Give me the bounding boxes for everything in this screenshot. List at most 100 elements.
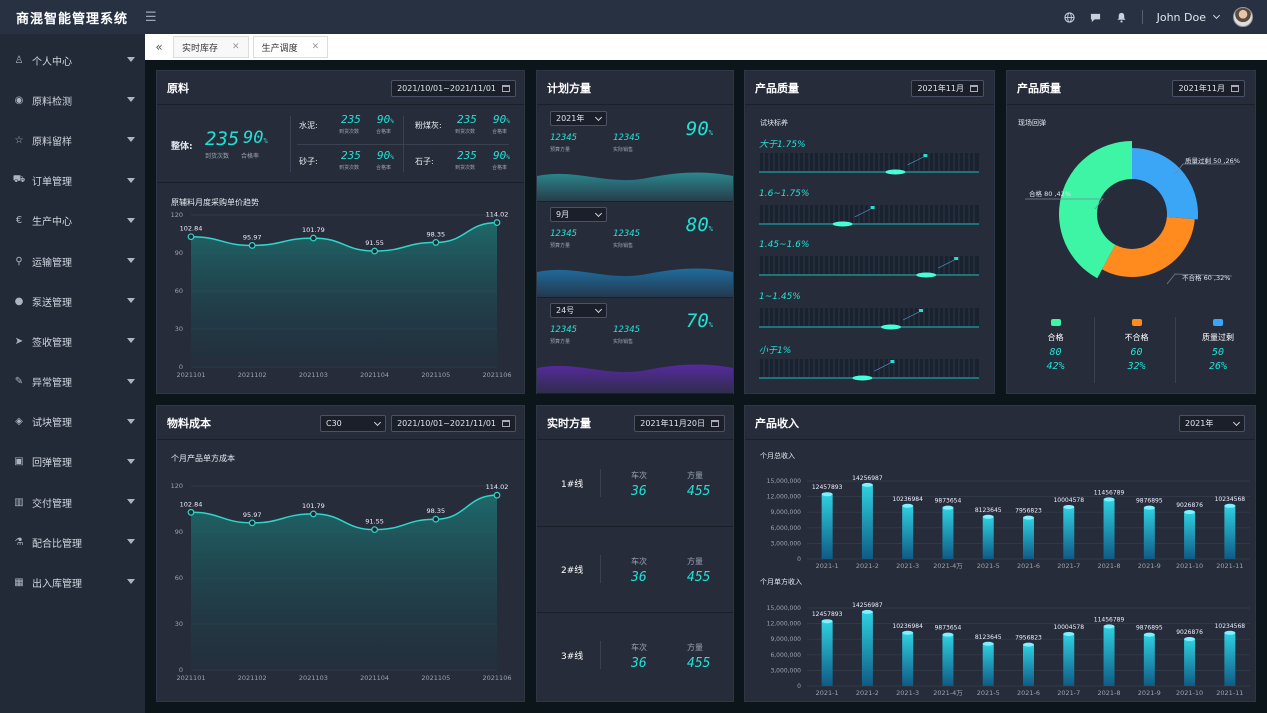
grade-select[interactable]: C30 (320, 415, 386, 432)
period-select[interactable]: 9月 (550, 207, 607, 222)
bar-label: 12457893 (812, 484, 843, 491)
raw-item-name: 砂子: (299, 157, 318, 166)
bar-cap (1184, 510, 1196, 515)
close-icon[interactable]: ✕ (311, 42, 320, 52)
grade-value: C30 (326, 419, 342, 428)
sidebar-item[interactable]: ◉ 原料检测 (0, 80, 145, 120)
raw-item-rate-wrap: 90% (377, 149, 394, 162)
sidebar-item[interactable]: ▦ 出入库管理 (0, 562, 145, 602)
raw-stats: 整体: 235 90% 到货次数 合格率 水泥: 235 90% 到货次数 合格率 粉煤灰… (157, 106, 524, 183)
chevron-down-icon (127, 539, 135, 545)
year-select[interactable]: 2021年 (1179, 415, 1245, 432)
date-range-picker[interactable]: 2021/10/01~2021/11/01 (391, 80, 516, 97)
band-label: 1.6~1.75% (759, 188, 810, 199)
sidebar-item[interactable]: ● 泵送管理 (0, 281, 145, 321)
x-tick-label: 2021-2 (856, 562, 879, 570)
wave-graphic (537, 268, 733, 297)
trips-value: 36 (631, 570, 647, 585)
volume-label: 方量 (687, 557, 703, 566)
bar-cap (1063, 504, 1075, 509)
x-tick-label: 2021-7 (1057, 689, 1080, 697)
month-picker[interactable]: 2021年11月 (1172, 80, 1245, 97)
quality-test-panel: 产品质量 2021年11月 试块标养 大于1.75% 1.6~1.75% 1.45~… (744, 70, 995, 394)
wave-shape (537, 364, 733, 393)
data-label: 91.55 (365, 518, 384, 526)
bar-label: 9876895 (1136, 498, 1163, 505)
raw-item-count-label: 到货次数 (339, 129, 360, 135)
chevron-down-icon[interactable] (1212, 11, 1221, 20)
period-select[interactable]: 2021年 (550, 111, 607, 126)
plan-row: 2021年 12345 12345 预算方量 实际销售 90% (537, 106, 733, 202)
chart-title: 个月产品单方成本 (171, 454, 235, 463)
donut-slice (1132, 148, 1198, 220)
bar-cap (1143, 632, 1155, 637)
raw-item-rate: 90 (493, 113, 507, 126)
x-tick-label: 2021-4万 (933, 689, 963, 697)
menu-icon[interactable]: ☰ (145, 9, 157, 25)
tab-scheduling[interactable]: 生产调度 ✕ (252, 36, 329, 58)
chat-icon[interactable] (1090, 11, 1102, 23)
data-label: 98.35 (426, 507, 445, 515)
raw-item-rate: 90 (377, 113, 391, 126)
x-tick-label: 2021106 (483, 371, 512, 379)
band-dot (923, 154, 928, 157)
overall-count-label: 到货次数 (205, 153, 230, 160)
data-point (432, 239, 440, 246)
sidebar-item[interactable]: ➤ 签收管理 (0, 321, 145, 361)
bar-label: 10236984 (892, 496, 923, 503)
x-tick-label: 2021101 (177, 674, 206, 682)
series-line (190, 221, 498, 252)
legend-swatch (1131, 319, 1142, 326)
bar-cap (821, 619, 833, 624)
building-icon: ▦ (14, 577, 24, 589)
plan-percent-unit: % (708, 321, 713, 329)
globe-icon[interactable] (1064, 11, 1076, 23)
actual-value: 12345 (613, 133, 641, 143)
data-point (493, 491, 501, 499)
band-bar (759, 307, 979, 329)
sidebar-item[interactable]: ⚗ 配合比管理 (0, 522, 145, 562)
sidebar-item[interactable]: ▣ 回弹管理 (0, 442, 145, 482)
y-tick-label: 90 (175, 249, 183, 257)
sidebar-item[interactable]: ♙ 个人中心 (0, 40, 145, 80)
avatar[interactable] (1233, 7, 1253, 27)
date-range-picker[interactable]: 2021/10/01~2021/11/01 (391, 415, 516, 432)
period-select[interactable]: 24号 (550, 303, 607, 318)
plan-percent-wrap: 80% (686, 214, 713, 236)
legend-pct: 32% (1127, 361, 1146, 372)
user-name[interactable]: John Doe (1156, 10, 1206, 24)
sidebar-item[interactable]: ☆ 原料留样 (0, 120, 145, 160)
x-tick-label: 2021-3 (896, 562, 919, 570)
overall-rate-label: 合格率 (241, 153, 260, 160)
tab-inventory[interactable]: 实时库存 ✕ (173, 36, 249, 58)
x-tick-label: 2021-3 (896, 689, 919, 697)
x-tick-label: 2021-1 (816, 562, 839, 570)
raw-item-name: 水泥: (299, 121, 318, 130)
sidebar-item[interactable]: ⚲ 运输管理 (0, 241, 145, 281)
bar (902, 505, 914, 559)
month-picker[interactable]: 2021年11月 (911, 80, 984, 97)
sidebar-item[interactable]: € 生产中心 (0, 201, 145, 241)
bar-cap (1184, 637, 1196, 642)
divider (297, 144, 509, 145)
plan-volume-panel: 计划方量 2021年 12345 12345 预算方量 实际销售 90% 9月 12345 12… (536, 70, 734, 394)
x-tick-label: 2021-11 (1216, 689, 1243, 697)
sidebar-item[interactable]: ✎ 异常管理 (0, 362, 145, 402)
calendar-icon (502, 85, 510, 92)
x-tick-label: 2021-2 (856, 689, 879, 697)
sidebar-item[interactable]: ◈ 试块管理 (0, 402, 145, 442)
collapse-icon[interactable]: « (155, 40, 163, 54)
date-picker[interactable]: 2021年11月20日 (634, 415, 725, 432)
sidebar-item[interactable]: ⛟ 订单管理 (0, 161, 145, 201)
y-tick-label: 12,000,000 (767, 494, 802, 501)
panel-subtitle: 试块标养 (760, 119, 788, 127)
sidebar-item-label: 出入库管理 (32, 579, 82, 591)
app-title: 商混智能管理系统 (16, 11, 129, 27)
raw-item: 水泥: 235 90% 到货次数 合格率 (299, 111, 409, 141)
product-income-panel: 产品收入 2021年 个月总收入 0 3,000,000 6,000,000 9,00… (744, 405, 1256, 702)
year-value: 2021年 (1185, 419, 1214, 428)
bell-icon[interactable] (1116, 11, 1128, 23)
close-icon[interactable]: ✕ (232, 42, 240, 52)
x-tick-label: 2021106 (483, 674, 512, 682)
sidebar-item[interactable]: ▥ 交付管理 (0, 482, 145, 522)
